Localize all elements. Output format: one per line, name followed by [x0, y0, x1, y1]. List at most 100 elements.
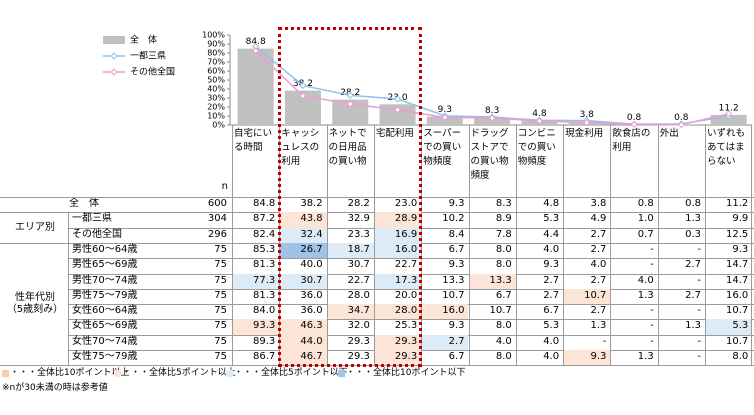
row-label: 全 体	[69, 198, 99, 209]
column-header: キャッシュレスの利用	[281, 128, 320, 167]
table-cell: 0.8	[637, 198, 654, 209]
grid-line	[563, 125, 565, 366]
table-cell: 9.3	[732, 243, 749, 255]
table-cell: 81.3	[253, 259, 276, 271]
n-header: n	[221, 181, 228, 192]
table-cell: 87.2	[253, 213, 276, 225]
table-cell: 4.0	[543, 243, 560, 255]
table-cell: 82.4	[253, 228, 276, 240]
column-header: いずれもあてはまらない	[707, 128, 746, 167]
table-cell: 29.3	[373, 334, 422, 350]
table-cell: 6.7	[448, 351, 465, 362]
table-cell: 4.0	[495, 335, 512, 347]
table-cell: 29.3	[347, 351, 370, 362]
table-cell: 0.3	[685, 228, 701, 240]
table-cell: 10.7	[726, 305, 749, 317]
table-cell: 4.4	[543, 228, 560, 240]
table-cell: 4.9	[590, 213, 607, 225]
table-cell: 93.3	[232, 319, 280, 335]
table-cell: 0.7	[637, 228, 654, 240]
n-cell: 75	[214, 259, 227, 271]
grid-line	[326, 125, 328, 366]
table-cell: 46.7	[279, 350, 327, 366]
table-cell: 16.0	[373, 242, 422, 259]
line-marker	[630, 120, 638, 128]
table-cell: 16.0	[726, 289, 749, 301]
grid-line	[373, 125, 375, 366]
y-tick-label: 10%	[207, 112, 225, 121]
table-cell: 11.2	[726, 198, 749, 209]
line-marker	[394, 95, 402, 103]
bar	[379, 104, 416, 125]
chart: 0%10%20%30%40%50%60%70%80%90%100%84.838.…	[103, 31, 753, 130]
grid-line	[232, 125, 233, 366]
bar-value-label: 3.8	[580, 110, 595, 120]
column-header: コンビニでの買い物頻度	[517, 128, 556, 167]
table-cell: 84.0	[253, 305, 276, 317]
table-cell: 12.5	[726, 228, 749, 240]
table-cell: -	[697, 243, 701, 255]
table-cell: 10.7	[563, 288, 611, 305]
row-label: 男性65～69歳	[72, 259, 138, 271]
table-cell: 8.0	[495, 320, 512, 332]
table-cell: 5.3	[705, 319, 753, 335]
table-cell: 2.7	[590, 243, 607, 255]
table-cell: 0.8	[685, 198, 701, 209]
bar-value-label: 84.8	[246, 37, 266, 47]
table-cell: 2.7	[421, 334, 469, 350]
table-cell: 10.7	[726, 335, 749, 347]
table-cell: 9.9	[732, 213, 749, 225]
note: ※nが30未満の時は参考値	[2, 383, 108, 394]
table-cell: -	[697, 274, 701, 286]
grid-line	[68, 319, 754, 321]
table-cell: 17.3	[373, 273, 422, 289]
n-cell: 75	[214, 243, 227, 255]
table-cell: 13.3	[442, 274, 465, 286]
table-cell: 28.9	[373, 212, 422, 228]
line-marker	[441, 113, 449, 121]
n-cell: 75	[214, 274, 227, 286]
column-header: 現金利用	[565, 128, 604, 139]
legend-swatch	[226, 370, 233, 378]
table-cell: -	[602, 335, 607, 347]
grid-line	[515, 125, 517, 366]
table-cell: 4.0	[637, 274, 654, 286]
table-cell: 28.0	[373, 304, 422, 320]
table-cell: 10.7	[442, 289, 465, 301]
table-cell: 34.7	[326, 304, 374, 320]
legend-label: 全 体	[130, 34, 157, 46]
row-label: 男性60～64歳	[72, 243, 138, 255]
table-cell: 2.7	[590, 274, 607, 286]
table-cell: 6.7	[448, 243, 465, 255]
table-cell: 9.3	[448, 320, 465, 332]
table-cell: 1.3	[685, 213, 701, 225]
y-tick-label: 60%	[207, 67, 225, 76]
bar-value-label: 0.8	[627, 113, 642, 123]
bar-value-label: 0.8	[674, 113, 689, 123]
row-label: 男性70～74歳	[72, 274, 138, 286]
row-label: その他全国	[72, 228, 122, 240]
table-cell: 14.7	[726, 274, 749, 286]
y-tick-label: 30%	[207, 94, 225, 103]
line-marker	[488, 114, 496, 122]
line-marker	[535, 117, 543, 125]
table-cell: 5.3	[543, 213, 560, 225]
line-marker	[394, 106, 402, 114]
y-tick-label: 40%	[207, 85, 225, 94]
row-label: 女性70～74歳	[72, 335, 138, 347]
row-label: 男性75～79歳	[72, 289, 138, 301]
table-cell: 4.0	[543, 335, 560, 347]
table-cell: 1.3	[685, 320, 701, 332]
legend-label: ・・・全体比5ポイント以下	[234, 368, 348, 379]
table-cell: 23.3	[347, 228, 370, 240]
legend-label: その他全国	[130, 66, 175, 78]
table-cell: 32.9	[347, 213, 370, 225]
table-cell: 8.0	[732, 351, 749, 362]
table-cell: 6.7	[543, 305, 560, 317]
table-cell: 10.7	[489, 305, 512, 317]
table-cell: 14.7	[726, 259, 749, 271]
column-header: ネットでの日用品の買い物	[328, 128, 367, 167]
legend-swatch	[114, 370, 121, 378]
column-header: 飲食店の利用	[612, 128, 651, 153]
row-label: 女性75～79歳	[72, 351, 138, 362]
